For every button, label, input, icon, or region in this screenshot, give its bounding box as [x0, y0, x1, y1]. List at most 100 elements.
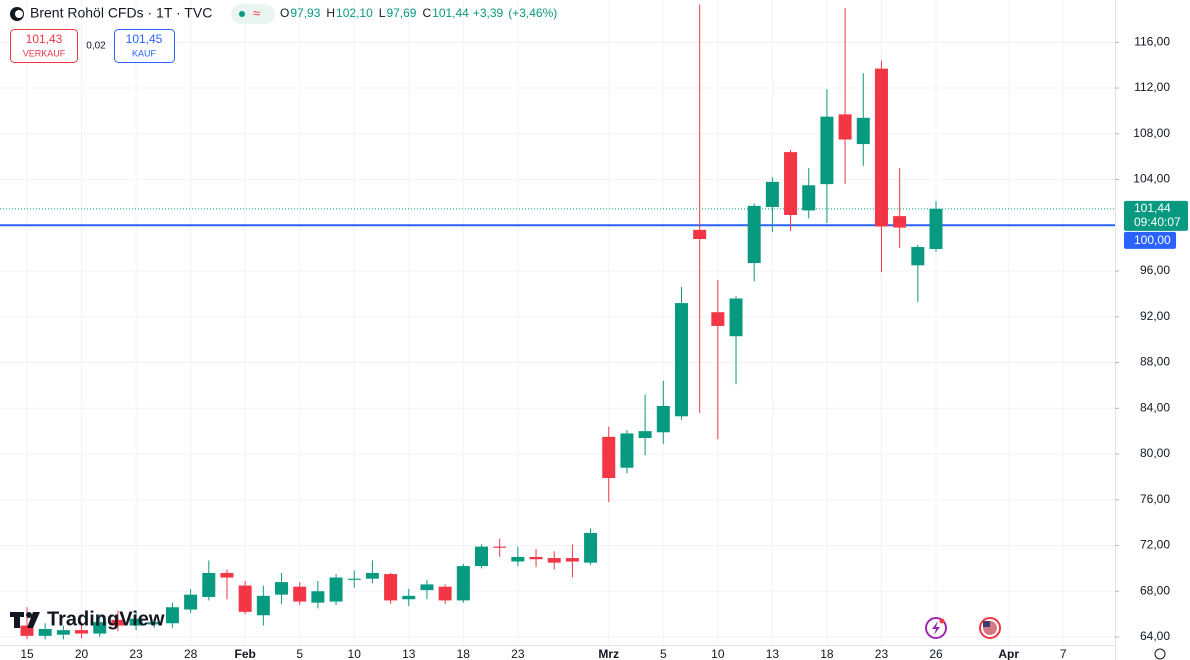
- candle-body: [165, 607, 179, 624]
- candle-body: [475, 546, 488, 567]
- event-badge: [939, 618, 945, 624]
- candle-body: [620, 433, 634, 468]
- buy-button[interactable]: [114, 29, 175, 63]
- candle-body: [220, 572, 234, 578]
- status-pill[interactable]: [231, 4, 275, 24]
- candle-body: [20, 625, 34, 636]
- y-tick-label: 112,00: [1134, 80, 1170, 94]
- candle-body: [402, 595, 416, 600]
- candle-body: [693, 229, 707, 240]
- candle-body: [456, 566, 470, 601]
- last-price-label: 101,44: [1134, 201, 1171, 215]
- candle-body: [202, 572, 216, 597]
- grid: [0, 0, 1115, 645]
- symbol-icon: [15, 10, 23, 18]
- candle-body: [147, 622, 161, 625]
- candle-body: [129, 618, 143, 626]
- spread: 0,02: [86, 41, 106, 52]
- logo-part: [26, 612, 32, 618]
- last-price-tag: [1124, 200, 1188, 231]
- x-tick-label: 23: [875, 647, 889, 660]
- x-tick-label: 5: [296, 647, 303, 660]
- status-icon: ≈: [253, 5, 260, 20]
- x-tick-label: Feb: [234, 647, 255, 660]
- y-tick-label: 116,00: [1134, 34, 1170, 48]
- ohlc-key: C: [422, 6, 431, 20]
- sell-button[interactable]: [10, 29, 78, 63]
- sell-price: 101,43: [26, 32, 63, 46]
- candle-body: [238, 585, 252, 612]
- ohlc-value: 97,69: [386, 6, 416, 20]
- x-tick-label: 20: [75, 647, 89, 660]
- candle-body: [584, 532, 598, 563]
- candle-body: [111, 619, 125, 626]
- candle-body: [93, 622, 107, 634]
- x-tick-label: 28: [184, 647, 198, 660]
- ohlc-value: 102,10: [336, 6, 373, 20]
- status-dot: [239, 11, 245, 17]
- y-tick-label: 80,00: [1140, 446, 1170, 460]
- candle-body: [638, 431, 652, 439]
- y-tick-label: 88,00: [1140, 355, 1170, 369]
- ohlc-value: 101,44: [432, 6, 469, 20]
- candle-body: [729, 298, 743, 337]
- candle-body: [56, 630, 70, 635]
- candle-body: [347, 578, 361, 580]
- y-tick-label: 68,00: [1140, 583, 1170, 597]
- x-tick-label: 10: [348, 647, 362, 660]
- x-tick-label: 23: [129, 647, 143, 660]
- candle-body: [874, 68, 888, 227]
- candle-body: [856, 117, 870, 145]
- x-tick-label: Mrz: [598, 647, 619, 660]
- hline-tag: [1124, 231, 1176, 249]
- change-percent: (+3,46%): [508, 6, 557, 20]
- ohlc-key: L: [379, 6, 386, 20]
- candle-body: [256, 595, 270, 616]
- countdown-label: 09:40:07: [1134, 215, 1181, 229]
- flag-icon: [983, 621, 990, 627]
- x-tick-label: 18: [820, 647, 834, 660]
- hline-label: 100,00: [1134, 233, 1171, 247]
- x-tick-label: 23: [511, 647, 525, 660]
- candle-body: [420, 584, 434, 591]
- y-tick-label: 64,00: [1140, 629, 1170, 643]
- buy-price: 101,45: [126, 32, 163, 46]
- candle-body: [547, 558, 561, 563]
- y-tick-label: 96,00: [1140, 263, 1170, 277]
- candle-body: [511, 556, 525, 562]
- buy-caption: KAUF: [132, 48, 157, 58]
- symbol-title[interactable]: Brent Rohöl CFDs · 1T · TVC: [30, 5, 212, 21]
- event-icon: [932, 621, 940, 635]
- x-tick-label: 18: [457, 647, 471, 660]
- candle-body: [929, 208, 943, 249]
- y-tick-label: 104,00: [1133, 172, 1170, 186]
- candle-body: [602, 436, 616, 479]
- candle-body: [838, 114, 852, 140]
- candle-body: [911, 247, 925, 266]
- ohlc-key: H: [326, 6, 335, 20]
- candle-body: [184, 594, 198, 610]
- candle-body: [311, 591, 325, 603]
- x-tick-label: 5: [660, 647, 667, 660]
- candle-body: [784, 152, 798, 215]
- logo-part: [14, 612, 20, 628]
- candle-body: [293, 586, 307, 602]
- candle-body: [329, 577, 343, 602]
- candle-body: [893, 216, 907, 228]
- ohlc-value: 97,93: [290, 6, 320, 20]
- candle-body: [674, 303, 688, 417]
- x-tick-label: 26: [929, 647, 943, 660]
- y-tick-label: 108,00: [1133, 126, 1170, 140]
- x-tick-label: 13: [402, 647, 416, 660]
- x-tick-label: Apr: [998, 647, 1019, 660]
- candle-body: [802, 185, 816, 211]
- y-tick-label: 72,00: [1140, 538, 1170, 552]
- y-tick-label: 76,00: [1140, 492, 1170, 506]
- settings-icon[interactable]: [1154, 648, 1166, 660]
- candle-body: [765, 181, 779, 207]
- sell-caption: VERKAUF: [23, 48, 66, 58]
- candle-body: [365, 572, 379, 579]
- logo-part: [27, 612, 40, 628]
